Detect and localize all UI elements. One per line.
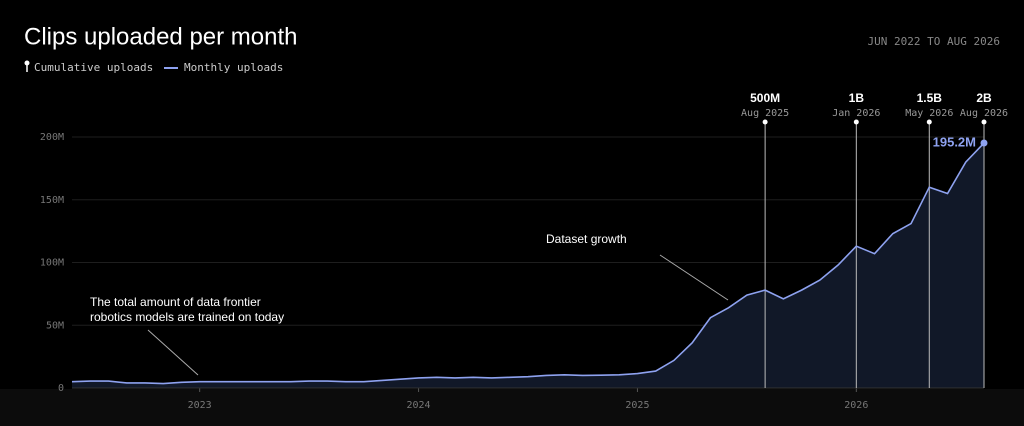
y-tick-label: 200M — [40, 132, 64, 143]
line — [71, 142, 985, 385]
annotation-pointer — [147, 329, 199, 376]
milestone-dot — [853, 119, 859, 125]
legend-pin-head — [24, 60, 30, 66]
end-label: 195.2M — [933, 134, 976, 149]
area — [72, 143, 984, 388]
x-axis-band — [0, 389, 1024, 426]
legend-label: Cumulative uploads — [34, 61, 153, 74]
milestone-date: Aug 2025 — [741, 108, 789, 119]
annotation: Dataset growth — [546, 232, 627, 246]
milestone-date: May 2026 — [905, 108, 953, 119]
milestone-label: 1.5B — [917, 91, 943, 105]
y-tick-label: 0 — [58, 383, 64, 394]
y-tick-label: 50M — [46, 320, 64, 331]
y-tick-label: 150M — [40, 195, 64, 206]
milestone-date: Aug 2026 — [960, 108, 1008, 119]
milestone-dot — [981, 119, 987, 125]
milestone-label: 500M — [750, 91, 780, 105]
legend-label: Monthly uploads — [184, 61, 283, 74]
milestone-dot — [762, 119, 768, 125]
x-tick-label: 2023 — [188, 400, 212, 411]
y-tick-label: 100M — [40, 258, 64, 269]
milestone-dot — [926, 119, 932, 125]
annotation-pointer — [659, 254, 729, 301]
annotation: robotics models are trained on today — [90, 310, 284, 324]
chart-title: Clips uploaded per month — [24, 23, 298, 50]
milestone-label: 1B — [849, 91, 865, 105]
milestone-date: Jan 2026 — [832, 108, 880, 119]
x-tick-label: 2024 — [407, 400, 431, 411]
date-range: JUN 2022 TO AUG 2026 — [868, 35, 1000, 48]
x-tick-label: 2025 — [625, 400, 649, 411]
milestone-label: 2B — [976, 91, 992, 105]
x-tick-label: 2026 — [844, 400, 868, 411]
annotation: The total amount of data frontier — [90, 295, 261, 309]
end-point — [980, 139, 988, 147]
